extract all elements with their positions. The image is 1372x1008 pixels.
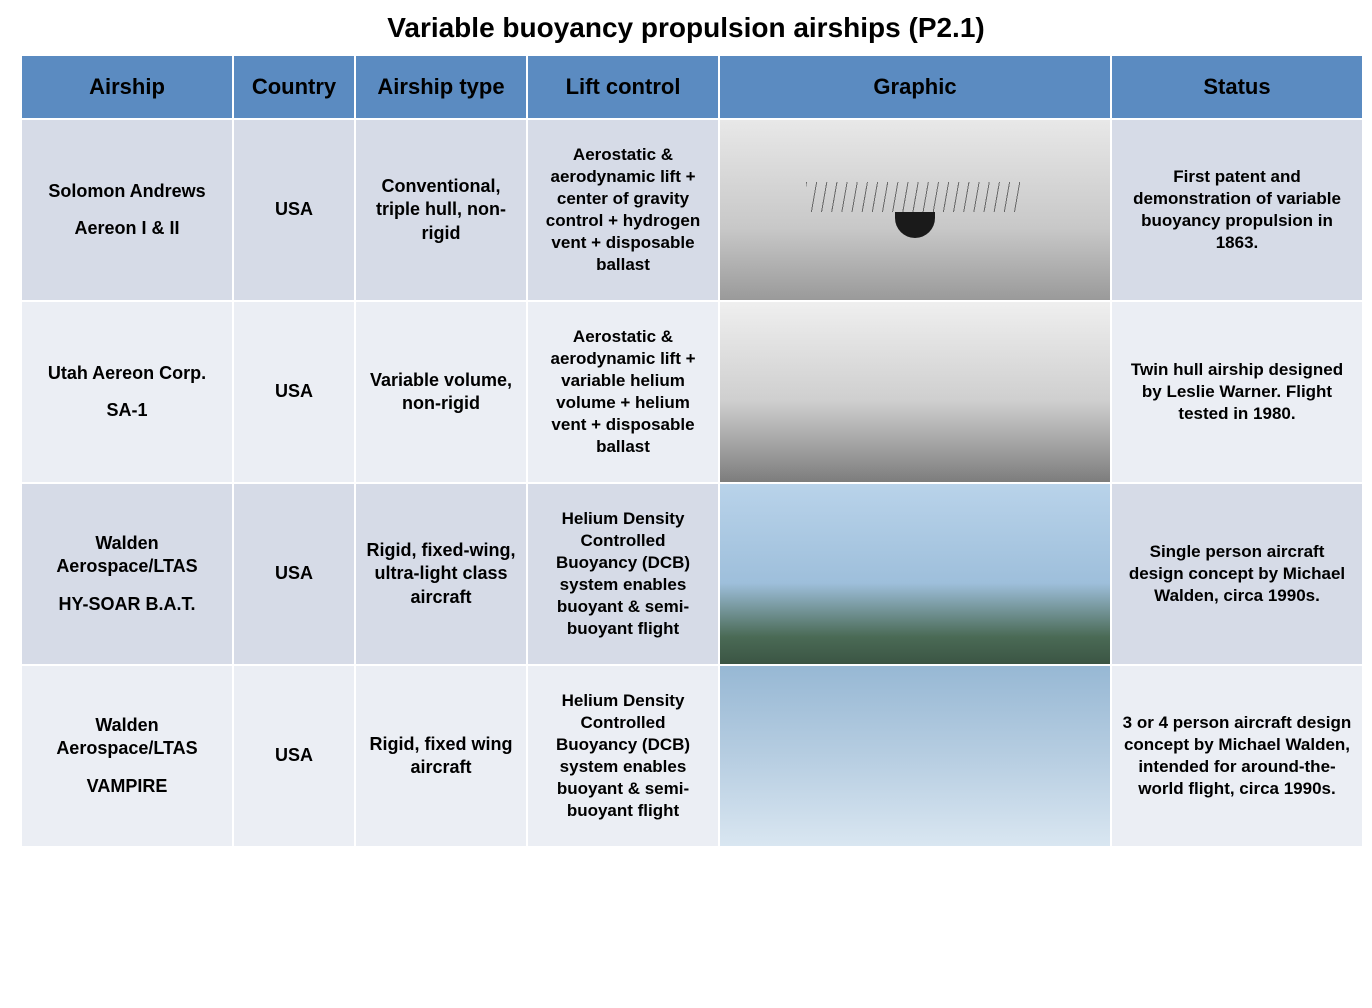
cell-type: Conventional, triple hull, non-rigid — [356, 120, 526, 300]
airship-maker: Walden Aerospace/LTAS — [32, 714, 222, 761]
cell-type: Rigid, fixed-wing, ultra-light class air… — [356, 484, 526, 664]
cell-lift: Helium Density Controlled Buoyancy (DCB)… — [528, 666, 718, 846]
cell-airship: Utah Aereon Corp. SA-1 — [22, 302, 232, 482]
cell-status: First patent and demonstration of variab… — [1112, 120, 1362, 300]
cell-graphic — [720, 120, 1110, 300]
airship-model: VAMPIRE — [32, 775, 222, 798]
airship-table: Airship Country Airship type Lift contro… — [20, 54, 1364, 848]
cell-graphic — [720, 484, 1110, 664]
cell-status: Single person aircraft design concept by… — [1112, 484, 1362, 664]
table-row: Utah Aereon Corp. SA-1 USA Variable volu… — [22, 302, 1362, 482]
cell-lift: Aerostatic & aerodynamic lift + variable… — [528, 302, 718, 482]
airship-model: SA-1 — [32, 399, 222, 422]
col-header-country: Country — [234, 56, 354, 118]
cell-graphic — [720, 302, 1110, 482]
cell-airship: Walden Aerospace/LTAS HY-SOAR B.A.T. — [22, 484, 232, 664]
airship-maker: Utah Aereon Corp. — [32, 362, 222, 385]
airship-graphic-sa1 — [720, 302, 1110, 482]
col-header-type: Airship type — [356, 56, 526, 118]
cell-type: Rigid, fixed wing aircraft — [356, 666, 526, 846]
airship-model: HY-SOAR B.A.T. — [32, 593, 222, 616]
cell-country: USA — [234, 302, 354, 482]
table-row: Walden Aerospace/LTAS HY-SOAR B.A.T. USA… — [22, 484, 1362, 664]
airship-model: Aereon I & II — [32, 217, 222, 240]
cell-type: Variable volume, non-rigid — [356, 302, 526, 482]
airship-maker: Walden Aerospace/LTAS — [32, 532, 222, 579]
col-header-lift: Lift control — [528, 56, 718, 118]
table-row: Walden Aerospace/LTAS VAMPIRE USA Rigid,… — [22, 666, 1362, 846]
cell-status: Twin hull airship designed by Leslie War… — [1112, 302, 1362, 482]
cell-airship: Solomon Andrews Aereon I & II — [22, 120, 232, 300]
col-header-status: Status — [1112, 56, 1362, 118]
page-title: Variable buoyancy propulsion airships (P… — [20, 12, 1352, 44]
cell-graphic — [720, 666, 1110, 846]
cell-country: USA — [234, 484, 354, 664]
cell-country: USA — [234, 666, 354, 846]
table-header-row: Airship Country Airship type Lift contro… — [22, 56, 1362, 118]
cell-airship: Walden Aerospace/LTAS VAMPIRE — [22, 666, 232, 846]
airship-graphic-hysoar — [720, 484, 1110, 664]
airship-graphic-vampire — [720, 666, 1110, 846]
col-header-graphic: Graphic — [720, 56, 1110, 118]
cell-lift: Helium Density Controlled Buoyancy (DCB)… — [528, 484, 718, 664]
airship-graphic-aereon — [720, 120, 1110, 300]
cell-country: USA — [234, 120, 354, 300]
airship-maker: Solomon Andrews — [32, 180, 222, 203]
cell-status: 3 or 4 person aircraft design concept by… — [1112, 666, 1362, 846]
table-row: Solomon Andrews Aereon I & II USA Conven… — [22, 120, 1362, 300]
col-header-airship: Airship — [22, 56, 232, 118]
cell-lift: Aerostatic & aerodynamic lift + center o… — [528, 120, 718, 300]
